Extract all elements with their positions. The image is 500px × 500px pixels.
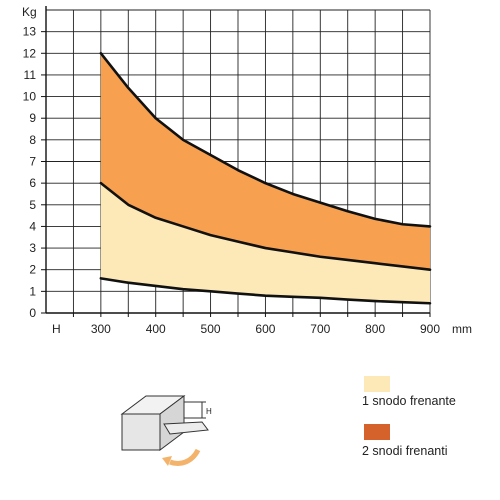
x-tick-label: 700 — [310, 322, 330, 336]
chart-lines — [99, 51, 432, 305]
x-tick-label: 900 — [420, 322, 440, 336]
x-tick-label: 400 — [146, 322, 166, 336]
y-tick-label: 10 — [23, 90, 37, 104]
y-tick-label: 8 — [29, 133, 36, 147]
y-tick-label: 2 — [29, 263, 36, 277]
x-tick-label: 300 — [91, 322, 111, 336]
curve-bottom — [99, 277, 432, 305]
x-tick-label: 500 — [201, 322, 221, 336]
x-axis-label: mm — [452, 322, 472, 336]
x-tick-label: 600 — [255, 322, 275, 336]
band-1 — [100, 183, 430, 304]
band-2 — [100, 53, 430, 270]
legend: 1 snodo frenante 2 snodi frenanti — [362, 372, 492, 476]
chart-bands — [100, 53, 430, 304]
y-axis-label: Kg — [22, 5, 37, 19]
illustration-dimension-label: H — [206, 407, 212, 416]
legend-label-2: 2 snodi frenanti — [362, 444, 448, 458]
legend-item-2: 2 snodi frenanti — [362, 424, 492, 476]
y-tick-label: 6 — [29, 176, 36, 190]
y-tick-label: 0 — [29, 306, 36, 320]
y-tick-label: 1 — [29, 284, 36, 298]
y-tick-label: 9 — [29, 111, 36, 125]
y-tick-label: 5 — [29, 198, 36, 212]
legend-label-1: 1 snodo frenante — [362, 394, 456, 408]
legend-item-1: 1 snodo frenante — [362, 372, 492, 424]
legend-swatch-1 — [364, 376, 390, 392]
y-tick-label: 11 — [24, 68, 37, 82]
y-tick-label: 7 — [29, 155, 36, 169]
curve-middle — [99, 181, 432, 272]
y-tick-label: 4 — [29, 219, 36, 233]
curve-top — [99, 51, 432, 228]
x-tick-label: 800 — [365, 322, 385, 336]
y-tick-label: 13 — [23, 25, 37, 39]
x-axis-prefix: H — [52, 322, 61, 336]
y-tick-label: 3 — [29, 241, 36, 255]
legend-swatch-2 — [364, 424, 390, 440]
y-tick-label: 12 — [23, 46, 37, 60]
drawer-front-icon: H — [120, 395, 212, 466]
